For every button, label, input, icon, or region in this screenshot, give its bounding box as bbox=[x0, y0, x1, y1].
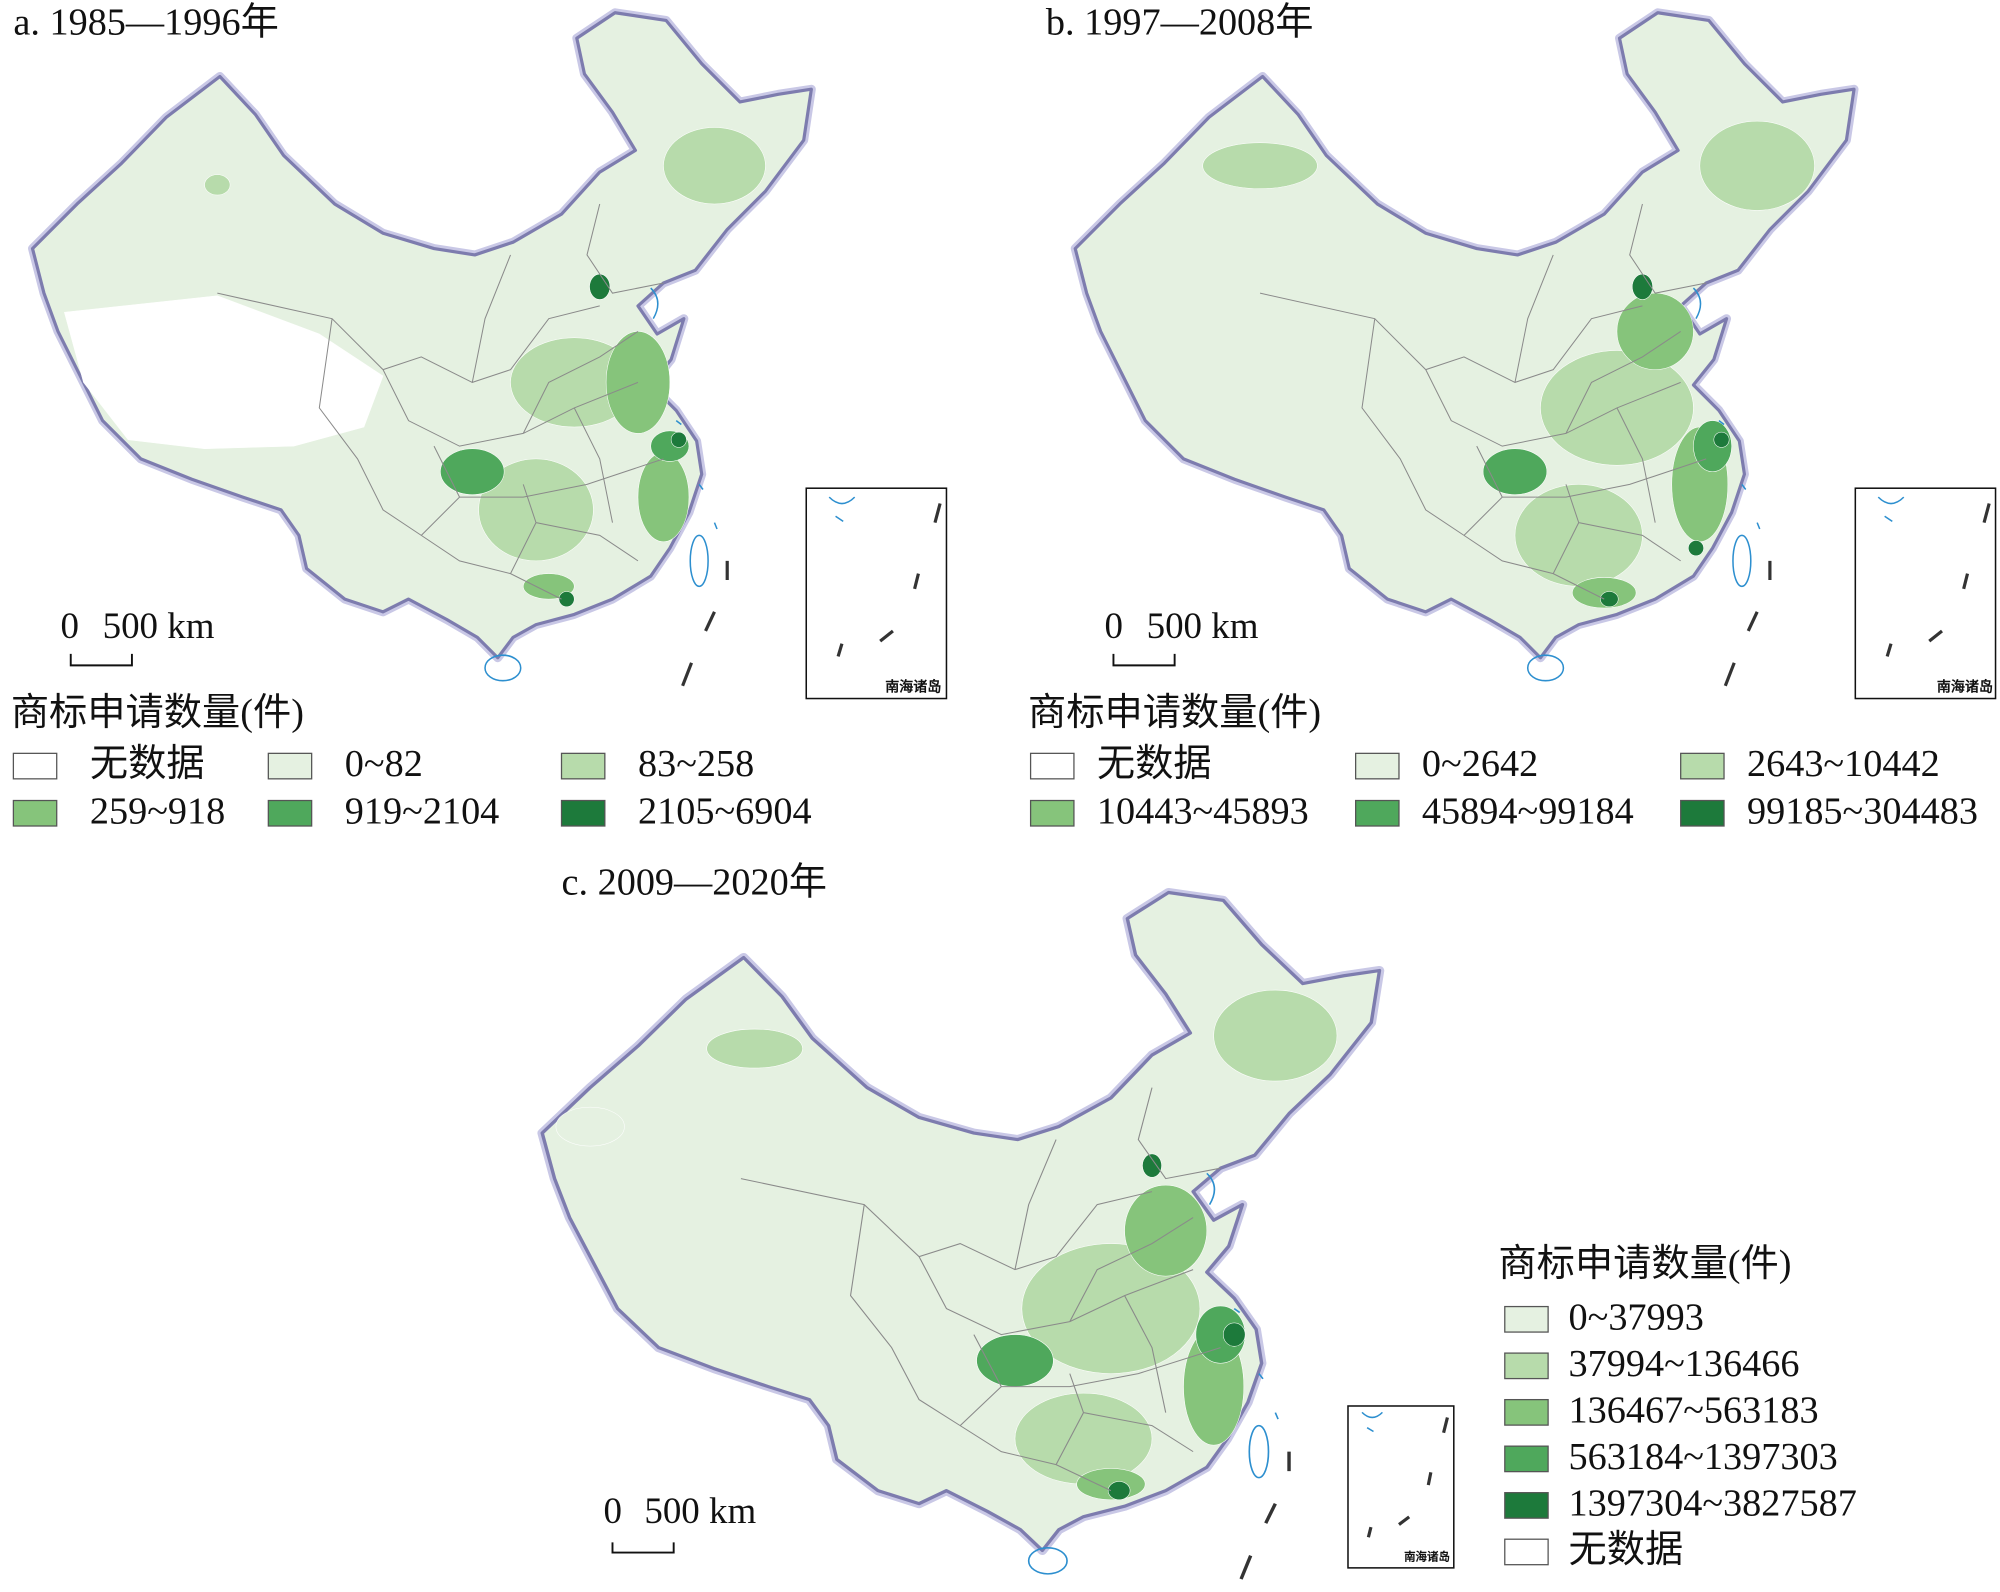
legend-label: 无数据 bbox=[1097, 743, 1212, 785]
legend-swatch bbox=[1504, 1305, 1549, 1333]
legend-label: 0~37993 bbox=[1569, 1296, 1704, 1338]
region bbox=[1142, 1153, 1162, 1178]
scale-label: 500 km bbox=[103, 605, 215, 646]
legend-label: 83~258 bbox=[638, 743, 754, 785]
scale-label: 500 km bbox=[644, 1490, 756, 1531]
legend-label: 0~82 bbox=[345, 743, 423, 785]
legend-swatch bbox=[1504, 1492, 1549, 1519]
region bbox=[1124, 1184, 1208, 1277]
region bbox=[478, 458, 594, 562]
region bbox=[1021, 1243, 1201, 1374]
legend-swatch bbox=[267, 752, 313, 780]
map-a bbox=[33, 13, 948, 700]
legend-swatch bbox=[1504, 1538, 1549, 1566]
panel-title: a. 1985—1996年 bbox=[13, 0, 279, 43]
legend-label: 0~2642 bbox=[1422, 743, 1538, 785]
region bbox=[204, 174, 231, 196]
scale-label: 0 bbox=[604, 1490, 622, 1531]
region bbox=[1631, 273, 1653, 300]
legend-swatch bbox=[1504, 1398, 1549, 1426]
region bbox=[1213, 989, 1338, 1082]
legend-swatch bbox=[12, 752, 58, 780]
legend-swatch bbox=[1504, 1445, 1549, 1473]
map-b bbox=[1075, 13, 1997, 700]
legend-label: 919~2104 bbox=[345, 790, 500, 832]
region bbox=[1616, 292, 1694, 370]
legend-label: 259~918 bbox=[90, 790, 225, 832]
map-c bbox=[542, 893, 1455, 1580]
region bbox=[1688, 540, 1704, 557]
region bbox=[663, 127, 766, 205]
panel-title: b. 1997—2008年 bbox=[1046, 0, 1314, 43]
region bbox=[670, 431, 687, 448]
region bbox=[706, 1028, 803, 1069]
region bbox=[637, 452, 690, 543]
legend-label: 无数据 bbox=[90, 743, 205, 785]
legend-label: 136467~563183 bbox=[1569, 1389, 1819, 1431]
legend-label: 45894~99184 bbox=[1422, 790, 1634, 832]
scale-label: 500 km bbox=[1147, 605, 1259, 646]
panel-title: c. 2009—2020年 bbox=[562, 861, 827, 904]
region bbox=[555, 1106, 625, 1147]
inset-label: 南海诸岛 bbox=[1937, 679, 1993, 696]
scale-label: 0 bbox=[61, 605, 79, 646]
legend-label: 1397304~3827587 bbox=[1569, 1482, 1857, 1524]
region bbox=[1699, 120, 1815, 211]
legend-swatch bbox=[1355, 799, 1400, 827]
legend-title: 商标申请数量(件) bbox=[1028, 691, 1321, 734]
legend-swatch bbox=[1029, 799, 1075, 827]
region bbox=[1202, 142, 1318, 189]
legend-swatch bbox=[267, 799, 313, 827]
region bbox=[1600, 591, 1619, 608]
legend-swatch bbox=[1680, 752, 1725, 780]
legend-label: 10443~45893 bbox=[1097, 790, 1309, 832]
legend-swatch bbox=[1680, 799, 1725, 827]
region bbox=[1514, 484, 1643, 587]
legend-label: 563184~1397303 bbox=[1569, 1436, 1838, 1478]
scale-label: 0 bbox=[1105, 605, 1123, 646]
region bbox=[1107, 1481, 1131, 1500]
region bbox=[64, 295, 384, 449]
legend-label: 37994~136466 bbox=[1569, 1343, 1800, 1385]
region bbox=[440, 448, 505, 495]
legend-swatch bbox=[560, 799, 606, 827]
legend-swatch bbox=[12, 799, 58, 827]
legend-label: 无数据 bbox=[1569, 1529, 1684, 1571]
legend-label: 2643~10442 bbox=[1747, 743, 1940, 785]
legend-swatch bbox=[1355, 752, 1400, 780]
legend-title: 商标申请数量(件) bbox=[1498, 1242, 1791, 1285]
region bbox=[589, 273, 611, 300]
legend-label: 2105~6904 bbox=[638, 790, 812, 832]
region bbox=[558, 591, 575, 608]
legend-label: 99185~304483 bbox=[1747, 790, 1978, 832]
inset-label: 南海诸岛 bbox=[1404, 1549, 1450, 1563]
region bbox=[1014, 1392, 1153, 1485]
legend-swatch bbox=[1504, 1352, 1549, 1380]
inset-label: 南海诸岛 bbox=[885, 679, 941, 696]
region bbox=[1713, 431, 1730, 448]
legend-title: 商标申请数量(件) bbox=[11, 691, 304, 734]
legend-swatch bbox=[1029, 752, 1075, 780]
region bbox=[1482, 448, 1548, 495]
legend-swatch bbox=[560, 752, 606, 780]
region bbox=[1222, 1322, 1246, 1347]
region bbox=[523, 573, 575, 600]
